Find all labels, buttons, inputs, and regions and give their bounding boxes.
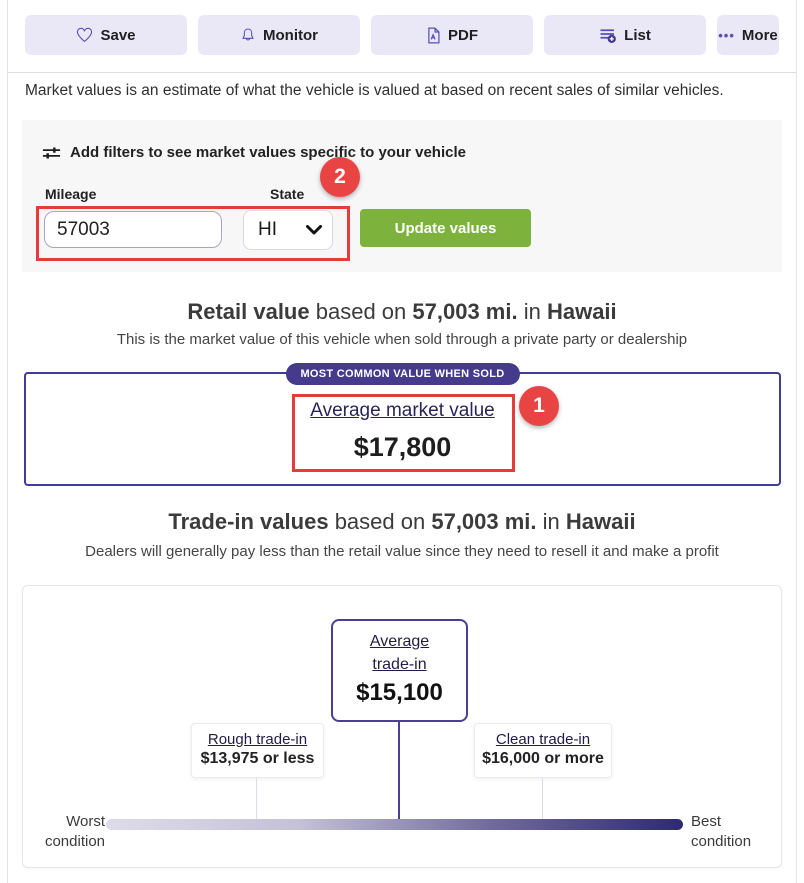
monitor-button-label: Monitor — [263, 26, 318, 44]
average-tradein-label-line2: trade-in — [372, 656, 427, 673]
tradein-title: Trade-in values based on 57,003 mi. in H… — [0, 509, 804, 535]
rough-connector-line — [256, 778, 257, 820]
tradein-title-conn1: based on — [334, 509, 426, 534]
retail-subtitle: This is the market value of this vehicle… — [116, 331, 688, 348]
clean-connector-line — [542, 778, 543, 820]
page-left-border — [7, 0, 8, 883]
average-connector-line — [398, 722, 400, 821]
worst-condition-line2: condition — [44, 833, 105, 850]
retail-title-lead: Retail value — [187, 299, 310, 324]
rough-tradein-box: Rough trade-in $13,975 or less — [191, 723, 324, 778]
average-market-value-link[interactable]: Average market value — [310, 400, 495, 421]
save-button[interactable]: Save — [25, 15, 187, 55]
annotation-step-2: 2 — [320, 157, 360, 197]
worst-condition-line1: Worst — [66, 813, 105, 830]
best-condition-line2: condition — [691, 833, 752, 850]
retail-title-conn2: in — [523, 299, 541, 324]
clean-tradein-link[interactable]: Clean trade-in — [495, 731, 591, 748]
heart-icon — [77, 27, 93, 43]
intro-text: Market values is an estimate of what the… — [25, 82, 724, 99]
retail-title: Retail value based on 57,003 mi. in Hawa… — [0, 299, 804, 325]
average-tradein-link[interactable]: Average trade-in — [333, 630, 466, 676]
more-button-label: More — [741, 26, 778, 44]
filter-panel: Add filters to see market values specifi… — [22, 120, 782, 272]
rough-tradein-amount: $13,975 or less — [200, 750, 315, 767]
filter-sliders-icon — [42, 146, 61, 159]
pdf-file-icon — [428, 27, 440, 43]
more-button[interactable]: ••• More — [717, 15, 779, 55]
pdf-button-label: PDF — [448, 26, 478, 44]
ellipsis-icon: ••• — [718, 27, 735, 43]
tradein-title-state: Hawaii — [565, 509, 636, 534]
tradein-title-miles: 57,003 mi. — [431, 509, 537, 534]
list-button[interactable]: List — [544, 15, 706, 55]
add-to-list-icon — [600, 28, 617, 43]
toolbar: Save Monitor PDF List ••• More — [25, 15, 779, 55]
toolbar-divider — [8, 72, 796, 73]
tradein-title-lead: Trade-in values — [168, 509, 329, 534]
clean-tradein-box: Clean trade-in $16,000 or more — [474, 723, 612, 778]
average-tradein-box: Average trade-in $15,100 — [331, 619, 468, 722]
retail-title-miles: 57,003 mi. — [412, 299, 518, 324]
tradein-subtitle: Dealers will generally pay less than the… — [85, 543, 719, 560]
state-select[interactable]: HI — [243, 210, 333, 250]
state-select-value: HI — [258, 219, 277, 240]
list-button-label: List — [624, 26, 651, 44]
tradein-chart-card: Average trade-in $15,100 Rough trade-in … — [22, 585, 782, 868]
worst-condition-label: Worst condition — [33, 812, 105, 852]
condition-gradient-bar — [106, 819, 683, 830]
retail-value-box: MOST COMMON VALUE WHEN SOLD Average mark… — [24, 363, 781, 486]
average-tradein-amount: $15,100 — [356, 679, 443, 706]
mileage-input[interactable] — [44, 211, 222, 248]
update-values-button[interactable]: Update values — [360, 209, 531, 247]
chevron-down-icon — [306, 225, 322, 235]
best-condition-label: Best condition — [691, 812, 751, 852]
most-common-value-badge: MOST COMMON VALUE WHEN SOLD — [285, 363, 520, 385]
pdf-button[interactable]: PDF — [371, 15, 533, 55]
filter-heading: Add filters to see market values specifi… — [42, 144, 466, 161]
retail-title-conn1: based on — [315, 299, 407, 324]
average-market-value-amount: $17,800 — [353, 432, 452, 462]
rough-tradein-link[interactable]: Rough trade-in — [207, 731, 308, 748]
filter-heading-label: Add filters to see market values specifi… — [70, 144, 466, 161]
monitor-button[interactable]: Monitor — [198, 15, 360, 55]
save-button-label: Save — [100, 26, 136, 44]
page-right-border — [796, 0, 797, 883]
mileage-label: Mileage — [45, 186, 97, 202]
retail-title-state: Hawaii — [546, 299, 617, 324]
best-condition-line1: Best — [691, 813, 722, 830]
bell-icon — [242, 28, 254, 41]
clean-tradein-amount: $16,000 or more — [482, 750, 604, 767]
tradein-title-conn2: in — [542, 509, 560, 534]
state-label: State — [270, 186, 305, 202]
average-tradein-label-line1: Average — [369, 633, 430, 650]
